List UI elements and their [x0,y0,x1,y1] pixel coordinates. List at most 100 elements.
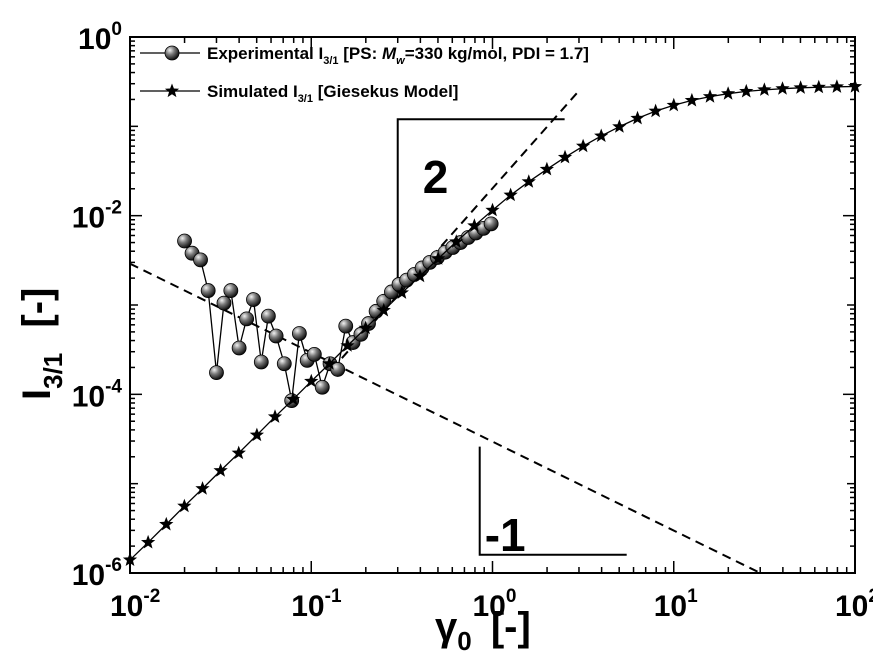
x-tick-exponent: 2 [868,586,873,607]
x-tick-label: 102 [835,586,873,623]
x-tick-exponent: 1 [687,586,698,607]
simulated-point [829,79,844,93]
simulated-point [702,89,718,103]
simulated-point [503,187,518,202]
experimental-point [314,379,330,395]
simulated-point [521,174,536,188]
legend-text-post: =330 kg/mol, PDI = 1.7] [405,44,589,63]
simulated-point [666,97,681,112]
simulated-point [449,234,464,248]
experimental-point [268,328,284,344]
x-tick-label: 10-1 [291,586,342,623]
simulated-point [539,161,554,176]
x-tick-label: 10-2 [110,586,160,623]
x-axis-subscript: 0 [457,626,471,656]
experimental-point [193,252,208,268]
simulated-line [129,85,856,561]
simulated-point [811,79,826,94]
y-tick-label: 10-2 [72,198,122,235]
legend-text-italic: M [382,44,397,63]
x-tick-base: 10 [110,590,143,623]
x-tick-base: 10 [473,590,506,623]
experimental-point [253,354,269,370]
legend-star-marker [164,83,180,98]
simulated-point [757,82,772,96]
simulated-point [141,534,156,549]
y-tick-base: 10 [72,380,105,413]
simulated-point [304,373,319,388]
experimental-point [239,311,255,327]
x-tick-label: 100 [473,586,517,623]
experimental-point [209,365,224,381]
axis-titles-group: γ0 [-]I3/1 [-] [15,288,531,656]
slope-triangle [478,446,627,556]
y-tick-exponent: 0 [111,19,122,40]
simulated-point [775,81,790,95]
simulated-point [793,80,808,94]
experimental-point [338,318,354,334]
slope-label-minus-1: -1 [485,509,526,561]
simulated-point [467,218,482,232]
legend-text-subscript: 3/1 [323,55,338,67]
simulated-point [286,391,301,406]
x-tick-base: 10 [291,590,324,623]
legend-text-post: [Giesekus Model] [313,82,458,101]
simulated-point [648,103,663,118]
axes-group [129,36,856,574]
experimental-point [216,295,232,311]
simulated-point [249,427,264,442]
experimental-point [330,362,346,377]
y-tick-exponent: -4 [105,376,122,397]
legend-entry-text: Experimental I3/1 [PS: Mw=330 kg/mol, PD… [207,44,589,67]
plot-frame [129,36,856,574]
legend-text-italic-subscript: w [396,55,406,67]
experimental-point [483,216,499,232]
y-tick-exponent: -2 [105,198,122,219]
x-tick-exponent: -1 [325,586,342,607]
x-tick-exponent: -2 [143,586,160,607]
x-tick-base: 10 [835,590,868,623]
legend-sphere-marker [164,45,180,61]
experimental-point [246,292,261,307]
simulated-point [195,481,210,495]
simulated-point [177,498,192,513]
x-tick-label: 101 [654,586,698,623]
simulated-point [612,119,627,133]
simulated-point [594,128,609,142]
x-tick-base: 10 [654,590,687,623]
simulated-point [412,268,428,283]
experimental-point [260,308,276,324]
legend-group: Experimental I3/1 [PS: Mw=330 kg/mol, PD… [140,44,589,105]
x-axis-title: γ0 [-] [435,605,531,656]
y-tick-label: 100 [78,19,122,56]
y-tick-base: 10 [78,23,111,56]
simulated-point [340,338,355,352]
y-axis-subscript: 3/1 [38,353,68,389]
annotations-group: 2 -1 [396,118,627,561]
simulated-point [684,92,699,107]
simulated-point [576,138,591,153]
simulated-point [739,83,754,98]
dashed-guide-line [129,262,761,574]
simulated-point [630,110,645,125]
experimental-point [306,346,322,362]
legend-text-main: Simulated I [207,82,298,101]
simulated-point [485,202,500,217]
legend-text-main: Experimental I [207,44,323,63]
series-group [122,79,863,566]
simulated-point [122,552,138,566]
simulated-point [231,445,246,460]
simulated-point [557,149,573,164]
experimental-point [276,356,292,372]
simulated-point [159,516,174,531]
legend-text-subscript: 3/1 [298,93,313,105]
y-tick-label: 10-4 [72,376,123,413]
x-axis-unit: [-] [480,605,531,649]
simulated-point [721,86,736,100]
slope-triangle [396,118,565,281]
simulated-point [431,251,446,265]
y-tick-exponent: -6 [105,555,122,576]
simulated-point [322,356,337,370]
x-tick-exponent: 0 [506,586,517,607]
